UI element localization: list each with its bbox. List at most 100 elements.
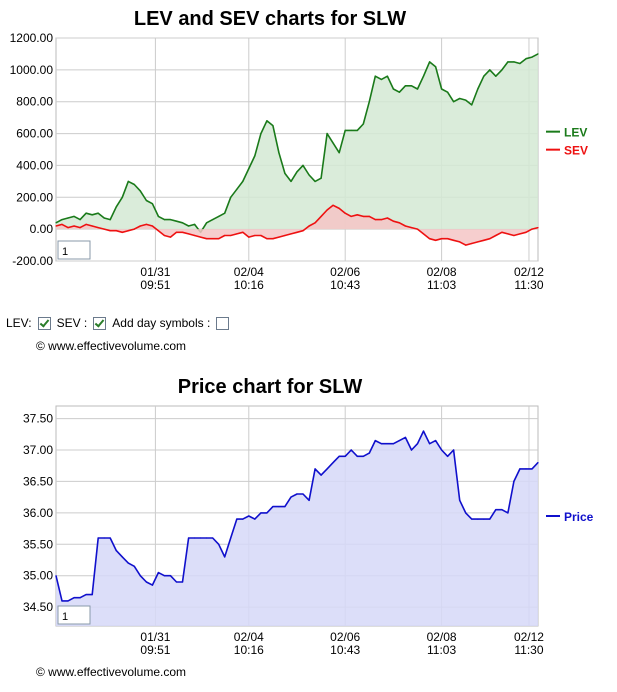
data-point-price <box>230 537 232 539</box>
data-point-sev <box>230 234 232 237</box>
day-symbols-label: Add day symbols : <box>112 316 211 330</box>
data-point-lev <box>181 222 184 224</box>
data-point-lev <box>79 219 81 221</box>
x-tick-time: 11:03 <box>427 643 456 657</box>
data-point-sev <box>206 238 208 240</box>
data-point-sev <box>188 233 190 235</box>
x-tick-time: 09:51 <box>140 278 170 292</box>
data-point-lev <box>495 75 497 77</box>
data-point-sev <box>429 238 431 240</box>
data-point-price <box>531 468 533 470</box>
x-tick-date: 02/12 <box>514 630 544 644</box>
data-point-sev <box>61 223 63 225</box>
data-point-sev <box>422 233 425 235</box>
x-tick-date: 02/04 <box>234 630 264 644</box>
data-point-sev <box>477 241 479 243</box>
data-point-sev <box>169 236 172 238</box>
x-tick-time: 09:51 <box>140 643 170 657</box>
y-tick-label: 37.00 <box>23 443 53 457</box>
data-point-sev <box>97 227 99 229</box>
data-point-sev <box>260 234 262 237</box>
data-point-lev <box>525 58 527 60</box>
data-point-lev <box>338 152 340 154</box>
y-tick-label: 36.50 <box>23 474 53 488</box>
sev-checkbox[interactable] <box>93 316 107 330</box>
data-point-lev <box>278 152 280 154</box>
data-point-price <box>79 597 81 599</box>
data-point-lev <box>115 206 117 208</box>
data-point-sev <box>459 241 461 243</box>
x-tick-time: 10:16 <box>234 643 264 657</box>
data-point-lev <box>471 104 473 106</box>
chart-controls: LEV: SEV : Add day symbols : <box>6 316 230 330</box>
data-point-sev <box>163 234 165 237</box>
data-point-lev <box>206 222 208 224</box>
data-point-price <box>362 455 364 457</box>
data-point-price <box>200 537 202 539</box>
y-tick-label: 34.50 <box>23 600 53 614</box>
data-point-price <box>495 509 497 511</box>
data-point-lev <box>429 61 431 63</box>
data-point-price <box>121 556 123 558</box>
data-point-sev <box>380 219 382 221</box>
data-point-price <box>350 449 352 451</box>
data-point-price <box>537 462 539 464</box>
data-point-price <box>513 480 515 482</box>
data-point-price <box>254 518 256 520</box>
data-point-sev <box>290 233 292 235</box>
data-point-sev <box>266 238 268 240</box>
x-tick-date: 01/31 <box>140 630 170 644</box>
price-chart-title: Price chart for SLW <box>177 376 363 398</box>
x-tick-date: 02/06 <box>330 265 360 279</box>
data-point-sev <box>507 233 509 235</box>
data-point-lev <box>266 120 268 122</box>
data-point-sev <box>284 234 286 237</box>
data-point-sev <box>525 231 527 233</box>
data-point-price <box>97 537 99 539</box>
data-point-lev <box>350 129 352 131</box>
data-point-sev <box>404 225 406 227</box>
y-tick-label: 35.00 <box>23 569 53 583</box>
data-point-price <box>145 581 147 583</box>
data-point-lev <box>537 53 539 55</box>
data-point-lev <box>374 75 376 77</box>
data-point-sev <box>326 209 328 211</box>
copyright-text-2: © www.effectivevolume.com <box>36 665 187 679</box>
data-point-lev <box>272 125 274 127</box>
data-point-lev <box>218 215 220 217</box>
data-point-sev <box>73 225 75 227</box>
data-point-sev <box>236 233 238 235</box>
data-point-lev <box>157 215 159 217</box>
data-point-price <box>447 455 449 457</box>
data-point-sev <box>531 228 533 230</box>
day-symbols-checkbox[interactable] <box>216 316 230 330</box>
x-tick-time: 10:43 <box>330 278 360 292</box>
data-point-lev <box>188 225 190 227</box>
data-point-sev <box>386 217 388 219</box>
legend-label-lev: LEV <box>564 126 587 140</box>
sev-label: SEV : <box>56 316 88 330</box>
data-point-sev <box>368 215 370 217</box>
data-point-price <box>453 449 455 451</box>
y-tick-label: 1200.00 <box>10 31 54 45</box>
data-point-lev <box>55 222 57 224</box>
data-point-price <box>127 562 129 564</box>
data-point-price <box>163 575 165 577</box>
data-point-price <box>302 493 304 495</box>
data-point-price <box>242 518 244 520</box>
data-point-sev <box>133 228 135 230</box>
data-point-price <box>392 443 394 445</box>
data-point-lev <box>145 199 147 202</box>
data-point-price <box>85 594 87 596</box>
data-point-lev <box>236 188 238 190</box>
data-point-price <box>477 518 479 520</box>
lev-checkbox[interactable] <box>37 316 51 330</box>
data-point-price <box>308 499 310 501</box>
data-point-lev <box>61 219 63 221</box>
data-point-sev <box>242 231 244 233</box>
data-point-sev <box>320 215 322 217</box>
data-point-sev <box>175 231 178 233</box>
data-point-lev <box>519 62 521 65</box>
data-point-sev <box>489 238 491 240</box>
period-box-label: 1 <box>62 611 68 623</box>
